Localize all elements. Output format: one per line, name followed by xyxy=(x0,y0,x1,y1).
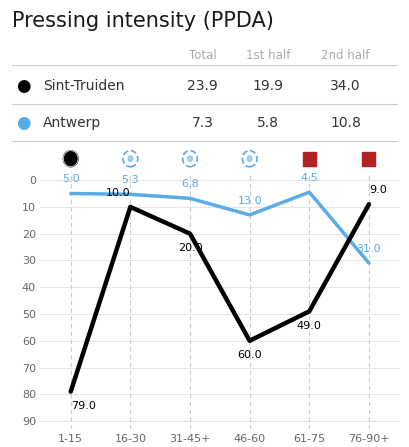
Text: 5.0: 5.0 xyxy=(62,174,79,184)
Text: 2nd half: 2nd half xyxy=(321,49,370,63)
Text: 5.8: 5.8 xyxy=(257,116,279,130)
Text: 9.0: 9.0 xyxy=(369,185,387,195)
Text: 1st half: 1st half xyxy=(246,49,290,63)
Text: 49.0: 49.0 xyxy=(297,320,322,331)
Text: 31.0: 31.0 xyxy=(357,244,381,254)
Text: ●: ● xyxy=(16,77,31,95)
Text: 13.0: 13.0 xyxy=(237,195,262,206)
Text: 5.3: 5.3 xyxy=(121,175,139,185)
Text: Antwerp: Antwerp xyxy=(43,116,101,130)
Text: 34.0: 34.0 xyxy=(330,79,361,93)
Text: 23.9: 23.9 xyxy=(187,79,218,93)
Text: 19.9: 19.9 xyxy=(252,79,283,93)
Text: Total: Total xyxy=(189,49,216,63)
Text: 60.0: 60.0 xyxy=(237,350,262,360)
Text: 4.5: 4.5 xyxy=(301,173,318,183)
Text: 79.0: 79.0 xyxy=(71,401,96,411)
Text: 7.3: 7.3 xyxy=(191,116,213,130)
Text: Pressing intensity (PPDA): Pressing intensity (PPDA) xyxy=(12,11,274,31)
Text: 10.8: 10.8 xyxy=(330,116,361,130)
Text: 6.8: 6.8 xyxy=(181,179,199,189)
Text: Sint-Truiden: Sint-Truiden xyxy=(43,79,124,93)
Text: 20.0: 20.0 xyxy=(178,243,202,253)
Text: 10.0: 10.0 xyxy=(106,188,130,198)
Text: ●: ● xyxy=(16,114,31,132)
